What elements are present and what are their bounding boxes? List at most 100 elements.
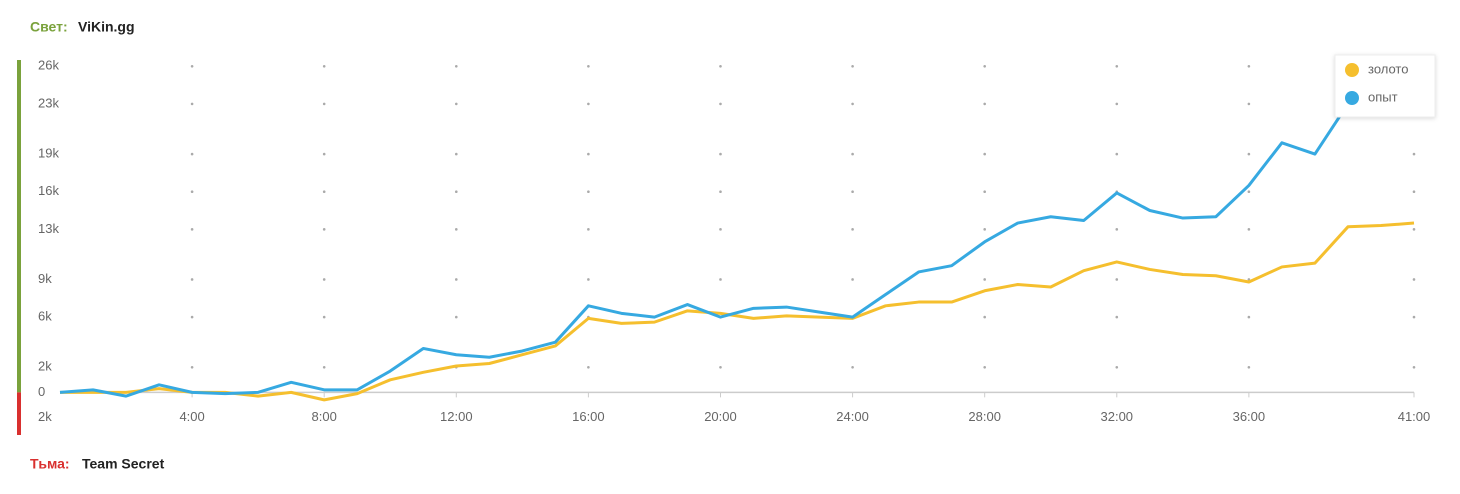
dark-team: Team Secret — [82, 456, 165, 472]
grid-dot — [851, 190, 854, 193]
grid-dot — [190, 64, 194, 68]
y-tick-label: 2k — [38, 409, 52, 424]
grid-dot — [1412, 315, 1416, 319]
x-tick-label: 41:00 — [1398, 409, 1431, 424]
x-tick-label: 8:00 — [312, 409, 337, 424]
grid-dot — [1247, 228, 1251, 231]
y-tick-label: 23k — [38, 95, 59, 110]
grid-row — [190, 228, 1416, 231]
series-line — [60, 221, 1415, 402]
grid-dot — [1412, 152, 1416, 156]
x-tick-label: 32:00 — [1101, 409, 1134, 424]
grid-dot — [190, 190, 194, 193]
grid-dot — [1247, 315, 1251, 319]
grid-dot — [190, 228, 194, 231]
grid-dot — [851, 102, 854, 106]
grid-dot — [983, 228, 986, 231]
dark-label: Тьма: — [30, 456, 70, 472]
grid-dot — [587, 228, 590, 231]
grid-dot — [322, 190, 326, 193]
grid-dot — [1247, 365, 1251, 369]
grid-dot — [454, 64, 458, 68]
grid-dot — [719, 190, 722, 193]
grid-row — [190, 190, 1416, 193]
grid-dot — [587, 190, 590, 193]
grid-dot — [719, 278, 722, 281]
grid-dot — [322, 64, 326, 68]
grid-dot — [587, 102, 590, 106]
y-tick-label: 13k — [38, 221, 59, 236]
x-tick-label: 16:00 — [572, 409, 605, 424]
grid-dot — [851, 228, 854, 231]
y-tick-label: 6k — [38, 309, 52, 324]
x-tick-label: 36:00 — [1233, 409, 1266, 424]
grid-dot — [322, 278, 326, 281]
x-tick-label: 28:00 — [968, 409, 1001, 424]
x-tick-label: 12:00 — [440, 409, 473, 424]
grid-dot — [719, 365, 722, 369]
x-tick-label: 20:00 — [704, 409, 737, 424]
grid-dot — [1412, 190, 1416, 193]
grid-dot — [851, 278, 854, 281]
grid-dot — [1115, 228, 1119, 231]
grid-dot — [1115, 64, 1119, 68]
grid-dot — [1247, 190, 1251, 193]
grid-dot — [851, 152, 854, 156]
grid-dot — [1115, 152, 1119, 156]
legend-swatch — [1345, 91, 1359, 105]
grid-dot — [322, 152, 326, 156]
grid-row — [190, 102, 1416, 106]
y-tick-label: 9k — [38, 271, 52, 286]
grid-dot — [190, 315, 194, 319]
grid-dot — [1247, 152, 1251, 156]
light-team: ViKin.gg — [78, 19, 135, 35]
x-tick-label: 4:00 — [179, 409, 204, 424]
grid-dot — [322, 365, 326, 369]
grid-dot — [587, 152, 590, 156]
grid-dot — [587, 64, 590, 68]
grid-dot — [454, 278, 458, 281]
grid-dot — [719, 152, 722, 156]
grid-dot — [1115, 365, 1119, 369]
grid-dot — [983, 102, 986, 106]
grid-dot — [1247, 102, 1251, 106]
grid-dot — [983, 152, 986, 156]
grid-dot — [851, 365, 854, 369]
legend-label: золото — [1368, 61, 1408, 76]
grid-dot — [190, 365, 194, 369]
y-tick-label: 0 — [38, 384, 45, 399]
grid-dot — [1115, 315, 1119, 319]
grid-dot — [983, 64, 986, 68]
grid-dot — [719, 102, 722, 106]
grid-dot — [1412, 228, 1416, 231]
grid-dot — [983, 190, 986, 193]
legend: золото опыт — [1334, 54, 1436, 118]
grid-dot — [983, 278, 986, 281]
advantage-bar-light — [17, 60, 21, 393]
grid-dot — [454, 102, 458, 106]
y-tick-label: 19k — [38, 146, 59, 161]
grid-dot — [190, 278, 194, 281]
grid-dot — [587, 278, 590, 281]
y-tick-label: 2k — [38, 359, 52, 374]
grid-dot — [322, 315, 326, 319]
advantage-bar-dark — [17, 392, 21, 435]
grid-dot — [983, 365, 986, 369]
grid-dot — [454, 152, 458, 156]
grid-dot — [719, 228, 722, 231]
grid-dot — [454, 190, 458, 193]
grid-row — [190, 365, 1416, 369]
grid-row — [190, 64, 1416, 68]
grid-dot — [983, 315, 986, 319]
y-tick-label: 26k — [38, 58, 59, 73]
grid-dot — [190, 102, 194, 106]
grid-dot — [454, 315, 458, 319]
grid-row — [190, 278, 1416, 281]
grid-dot — [719, 64, 722, 68]
grid-dot — [587, 365, 590, 369]
series-line — [59, 64, 1415, 398]
grid-dot — [1115, 278, 1119, 281]
light-label: Свет: — [30, 19, 68, 35]
x-tick-label: 24:00 — [836, 409, 869, 424]
